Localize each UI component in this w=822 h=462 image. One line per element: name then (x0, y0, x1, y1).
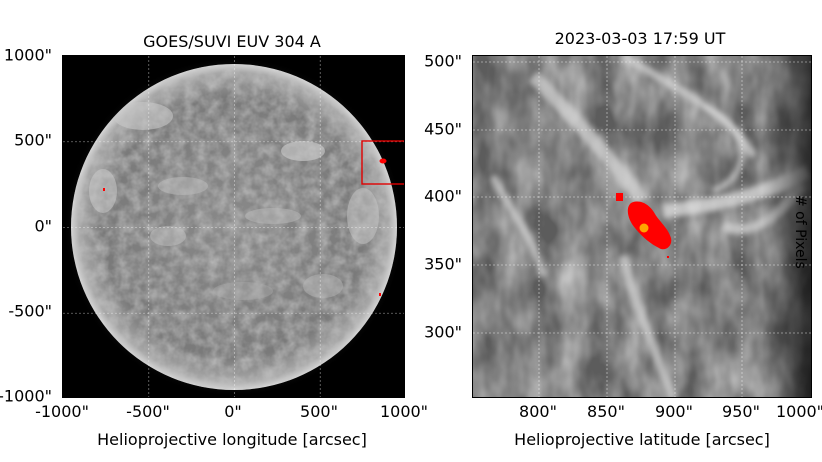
right-xtick-950: 950" (722, 402, 760, 421)
left-xtick-minus1000: -1000" (35, 402, 89, 421)
right-ytick-300: 300" (424, 322, 462, 342)
right-xtick-900: 900" (655, 402, 693, 421)
zoomed-svg (473, 56, 811, 397)
left-xtick-0: 0" (224, 402, 242, 421)
flare-mask (627, 201, 672, 250)
flare-mask-pixel (667, 256, 669, 258)
right-xtick-800: 800" (519, 402, 557, 421)
right-ytick-500: 500" (424, 51, 462, 71)
right-ytick-350: 350" (424, 254, 462, 274)
flare-centroid (639, 223, 649, 233)
flare-mask-fragment (616, 193, 623, 201)
zoom-region-box (361, 140, 404, 185)
left-xlabel: Helioprojective longitude [arcsec] (97, 430, 367, 449)
left-ytick-500: 500" (14, 130, 52, 150)
right-ytick-400: 400" (424, 186, 462, 206)
right-xtick-1000: 1000" (775, 402, 822, 421)
full-disk-image (62, 55, 405, 398)
right-ytick-450: 450" (424, 119, 462, 139)
right-xtick-850: 850" (587, 402, 625, 421)
flare-mark-east (103, 188, 105, 191)
right-panel-title: 2023-03-03 17:59 UT (554, 29, 726, 48)
left-xtick-500: 500" (300, 402, 338, 421)
full-disk-svg (63, 56, 404, 397)
left-panel-title: GOES/SUVI EUV 304 A (143, 32, 321, 51)
right-xlabel: Helioprojective latitude [arcsec] (514, 430, 770, 449)
left-xtick-minus500: -500" (126, 402, 170, 421)
colorbar-label: # of Pixels (792, 195, 808, 269)
flare-mark-south (379, 293, 381, 296)
flare-mark-limb (379, 158, 387, 164)
zoomed-flare-image (472, 55, 812, 398)
left-ytick-minus1000: -1000" (0, 386, 52, 406)
left-ytick-0: 0" (34, 216, 52, 236)
left-ytick-1000: 1000" (3, 45, 52, 65)
left-xtick-1000: 1000" (379, 402, 429, 421)
left-ytick-minus500: -500" (8, 301, 52, 321)
